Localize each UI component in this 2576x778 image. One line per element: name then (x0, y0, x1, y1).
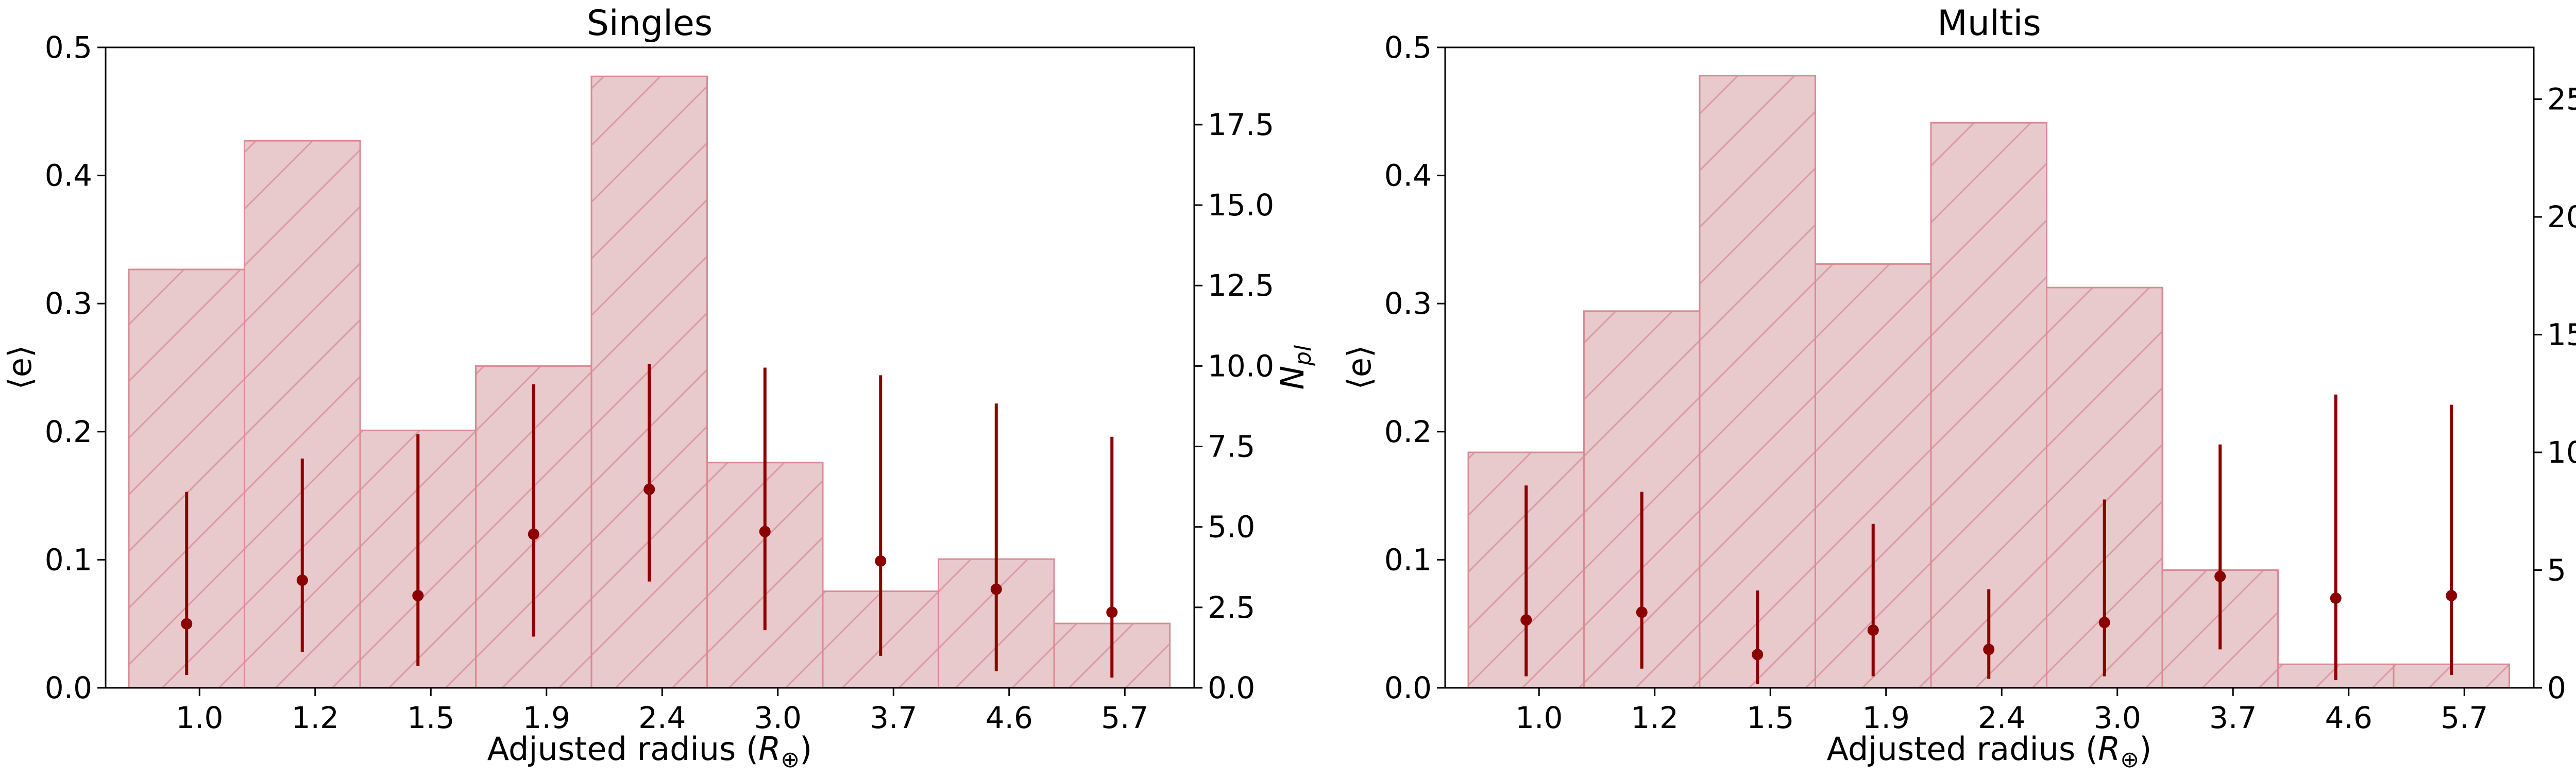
singles-y-tick-label: 0.5 (45, 30, 92, 65)
multis-x-tick-label: 5.7 (2441, 700, 2488, 735)
singles-y-tick-label: 0.4 (45, 158, 92, 193)
singles-x-tick-label: 3.7 (870, 700, 917, 735)
multis-x-tick-label: 3.0 (2094, 700, 2141, 735)
singles-y2-tick-label: 10.0 (1208, 348, 1274, 383)
singles-y-tick-label: 0.1 (45, 542, 92, 577)
singles-mean-point (643, 483, 655, 495)
singles-y2label: Npl (1274, 345, 1316, 390)
singles-mean-point (181, 618, 193, 630)
multis-y2-tick-label: 25 (2547, 82, 2576, 117)
multis-y-tick-label: 0.5 (1384, 30, 1432, 65)
multis-x-tick-label: 1.0 (1515, 700, 1563, 735)
multis-mean-point (1983, 644, 1995, 655)
multis-y2-tick-label: 0 (2547, 670, 2566, 705)
singles-y-tick-label: 0.3 (45, 286, 92, 321)
singles-y2-tick-label: 7.5 (1208, 429, 1255, 464)
singles-left-axis-ticks: 0.0 0.1 0.2 0.3 0.4 0.5 (45, 30, 106, 705)
singles-x-tick-label: 1.0 (176, 700, 223, 735)
multis-count-bar-hatch (1699, 75, 1816, 689)
singles-x-tick-label: 3.0 (754, 700, 802, 735)
multis-y2-tick-label: 10 (2547, 435, 2576, 470)
multis-axes-frame (1444, 46, 2535, 689)
multis-y-tick-label: 0.3 (1384, 286, 1432, 321)
singles-mean-point (528, 528, 539, 540)
singles-points (181, 364, 1118, 678)
multis-mean-point (1520, 614, 1532, 626)
singles-x-tick-label: 1.5 (407, 700, 454, 735)
singles-y2-tick-label: 15.0 (1208, 188, 1274, 223)
singles-xlabel: Adjusted radius (R⊕) (487, 730, 812, 773)
singles-x-tick-label: 4.6 (986, 700, 1033, 735)
singles-x-tick-label: 5.7 (1101, 700, 1148, 735)
multis-x-tick-label: 3.7 (2209, 700, 2257, 735)
singles-x-tick-label: 1.2 (292, 700, 339, 735)
singles-y2-tick-label: 5.0 (1208, 510, 1255, 545)
singles-y2-tick-label: 2.5 (1208, 590, 1255, 625)
singles-y2-tick-label: 0.0 (1208, 670, 1255, 705)
multis-x-tick-label: 1.9 (1862, 700, 1910, 735)
singles-x-tick-label: 2.4 (638, 700, 686, 735)
multis-y-tick-label: 0.1 (1384, 542, 1432, 577)
singles-y-tick-label: 0.0 (45, 670, 92, 705)
singles-right-axis-ticks: 0.0 2.5 5.0 7.5 10.0 12.5 15.0 17.5 (1194, 107, 1274, 705)
singles-ylabel: ⟨e⟩ (1, 345, 39, 390)
singles-mean-point (759, 526, 771, 537)
singles-title: Singles (587, 3, 713, 44)
multis-points (1520, 394, 2458, 684)
multis-mean-point (1636, 606, 1648, 618)
multis-mean-point (1867, 624, 1879, 636)
singles-y2-tick-label: 17.5 (1208, 107, 1274, 142)
multis-mean-point (2446, 590, 2458, 602)
multis-mean-point (2330, 592, 2342, 604)
multis-x-tick-label: 1.2 (1631, 700, 1679, 735)
singles-x-tick-label: 1.9 (523, 700, 570, 735)
multis-mean-point (2098, 617, 2110, 629)
multis-y2-tick-label: 15 (2547, 317, 2576, 352)
multis-title: Multis (1937, 3, 2041, 44)
singles-mean-point (1106, 606, 1118, 618)
singles-x-axis-ticks: 1.0 1.2 1.5 1.9 2.4 3.0 3.7 4.6 5.7 (176, 688, 1148, 735)
singles-axes-frame (105, 46, 1195, 689)
multis-y2-tick-label: 5 (2547, 553, 2566, 588)
singles-mean-point (990, 583, 1002, 595)
singles-mean-point (412, 590, 424, 602)
singles-panel: Singles 0.0 0.1 0.2 0.3 0.4 0.5 0.0 2.5 5.0 7.5 1… (1, 3, 1316, 773)
multis-mean-point (1752, 649, 1764, 661)
multis-x-tick-label: 2.4 (1978, 700, 2025, 735)
multis-panel: Multis 0.0 0.1 0.2 0.3 0.4 0.5 0 5 10 15 20 25 1.0… (1341, 3, 2576, 773)
multis-x-tick-label: 1.5 (1747, 700, 1794, 735)
multis-ylabel: ⟨e⟩ (1341, 345, 1378, 390)
multis-x-axis-ticks: 1.0 1.2 1.5 1.9 2.4 3.0 3.7 4.6 5.7 (1515, 688, 2488, 735)
singles-y-tick-label: 0.2 (45, 414, 92, 449)
multis-mean-point (2214, 570, 2226, 582)
singles-y2-tick-label: 12.5 (1208, 268, 1274, 303)
multis-y-tick-label: 0.0 (1384, 670, 1432, 705)
singles-mean-point (875, 555, 887, 567)
multis-left-axis-ticks: 0.0 0.1 0.2 0.3 0.4 0.5 (1384, 30, 1445, 705)
multis-x-tick-label: 4.6 (2325, 700, 2372, 735)
singles-mean-point (296, 574, 308, 586)
multis-right-axis-ticks: 0 5 10 15 20 25 (2534, 82, 2576, 705)
multis-y-tick-label: 0.4 (1384, 158, 1432, 193)
multis-y-tick-label: 0.2 (1384, 414, 1432, 449)
multis-xlabel: Adjusted radius (R⊕) (1827, 730, 2152, 773)
multis-y2-tick-label: 20 (2547, 199, 2576, 234)
